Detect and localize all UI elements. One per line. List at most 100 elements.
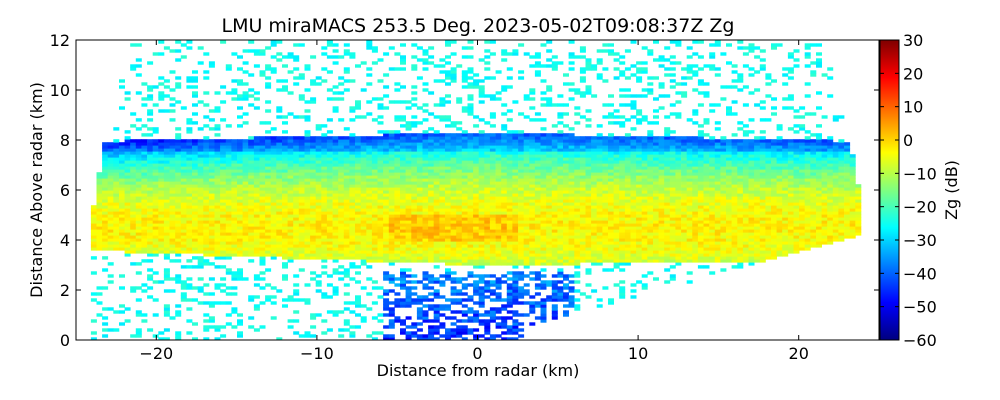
reflectivity-cell [467, 145, 474, 149]
reflectivity-cell [175, 277, 182, 281]
reflectivity-cell [546, 142, 553, 146]
reflectivity-cell [450, 136, 457, 140]
reflectivity-cell [349, 211, 356, 215]
reflectivity-cell [534, 61, 541, 65]
reflectivity-cell [208, 235, 215, 239]
reflectivity-cell [298, 154, 305, 158]
reflectivity-cell [422, 205, 429, 209]
reflectivity-cell [546, 229, 553, 233]
reflectivity-cell [501, 244, 508, 248]
reflectivity-cell [147, 211, 154, 215]
reflectivity-cell [478, 148, 485, 152]
reflectivity-cell [338, 148, 345, 152]
reflectivity-cell [400, 175, 406, 179]
reflectivity-cell [534, 193, 541, 197]
reflectivity-cell [287, 172, 294, 176]
reflectivity-cell [439, 304, 446, 308]
reflectivity-cell [433, 139, 440, 143]
reflectivity-cell [180, 229, 187, 233]
reflectivity-cell [484, 133, 491, 137]
reflectivity-cell [546, 103, 553, 107]
reflectivity-cell [304, 154, 311, 158]
reflectivity-cell [585, 247, 592, 251]
reflectivity-cell [422, 169, 429, 173]
reflectivity-cell [540, 253, 547, 257]
reflectivity-cell [546, 178, 553, 182]
reflectivity-cell [551, 187, 558, 191]
reflectivity-cell [585, 190, 592, 194]
reflectivity-cell [489, 241, 496, 245]
reflectivity-cell [197, 205, 204, 209]
reflectivity-cell [411, 238, 418, 242]
reflectivity-cell [461, 313, 468, 317]
reflectivity-cell [546, 148, 553, 152]
reflectivity-cell [433, 310, 440, 314]
reflectivity-cell [371, 46, 378, 50]
reflectivity-cell [411, 235, 418, 239]
reflectivity-cell [147, 166, 154, 170]
reflectivity-cell [377, 166, 384, 170]
reflectivity-cell [546, 262, 553, 266]
reflectivity-cell [540, 316, 547, 320]
reflectivity-cell [225, 193, 232, 197]
reflectivity-cell [400, 304, 406, 308]
reflectivity-cell [428, 166, 435, 170]
reflectivity-cell [270, 217, 277, 221]
reflectivity-cell [428, 298, 435, 302]
reflectivity-cell [467, 172, 474, 176]
reflectivity-cell [338, 208, 345, 212]
reflectivity-cell [276, 169, 283, 173]
reflectivity-cell [96, 187, 103, 191]
reflectivity-cell [445, 157, 451, 161]
reflectivity-cell [557, 166, 564, 170]
reflectivity-cell [557, 262, 564, 266]
reflectivity-cell [518, 202, 525, 206]
reflectivity-cell [523, 229, 530, 233]
reflectivity-cell [428, 181, 435, 185]
reflectivity-cell [568, 133, 575, 137]
reflectivity-cell [270, 241, 277, 245]
reflectivity-cell [489, 142, 496, 146]
reflectivity-cell [90, 220, 97, 224]
reflectivity-cell [467, 142, 474, 146]
reflectivity-cell [383, 298, 390, 302]
reflectivity-cell [388, 133, 395, 137]
reflectivity-cell [355, 190, 361, 194]
reflectivity-cell [349, 214, 356, 218]
reflectivity-cell [349, 232, 356, 236]
reflectivity-cell [338, 328, 345, 332]
reflectivity-cell [192, 337, 198, 340]
reflectivity-cell [96, 199, 103, 203]
reflectivity-cell [169, 247, 176, 251]
reflectivity-cell [461, 133, 468, 137]
reflectivity-cell [259, 301, 266, 305]
reflectivity-cell [237, 277, 243, 281]
reflectivity-cell [152, 241, 159, 245]
reflectivity-cell [456, 190, 463, 194]
reflectivity-cell [411, 205, 418, 209]
reflectivity-cell [186, 202, 193, 206]
reflectivity-cell [484, 208, 491, 212]
reflectivity-cell [343, 301, 350, 305]
reflectivity-cell [450, 163, 457, 167]
reflectivity-cell [388, 310, 395, 314]
reflectivity-cell [293, 190, 300, 194]
reflectivity-cell [310, 247, 317, 251]
reflectivity-cell [242, 91, 249, 95]
reflectivity-cell [450, 139, 457, 143]
reflectivity-cell [287, 136, 294, 140]
reflectivity-cell [557, 205, 564, 209]
reflectivity-cell [175, 100, 182, 104]
reflectivity-cell [338, 91, 345, 95]
reflectivity-cell [461, 193, 468, 197]
reflectivity-cell [366, 229, 373, 233]
reflectivity-cell [113, 160, 120, 164]
reflectivity-cell [478, 85, 485, 89]
reflectivity-cell [388, 46, 395, 50]
reflectivity-cell [366, 112, 373, 116]
reflectivity-cell [467, 166, 474, 170]
reflectivity-cell [315, 283, 322, 287]
reflectivity-cell [208, 202, 215, 206]
reflectivity-cell [293, 247, 300, 251]
reflectivity-cell [130, 187, 137, 191]
